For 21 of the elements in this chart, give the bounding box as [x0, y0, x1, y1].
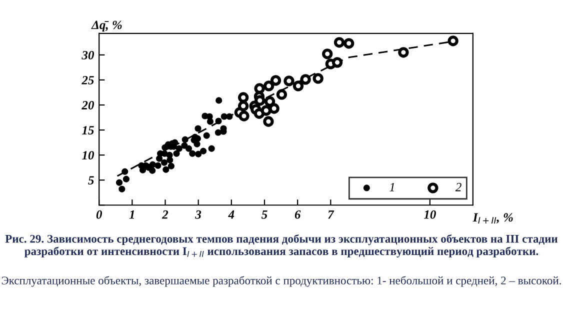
x-tick-label: 7	[328, 210, 334, 219]
x-tick-label: 6	[294, 210, 301, 219]
y-tick-label: 10	[82, 151, 94, 160]
y-tick-label: 25	[82, 76, 94, 84]
y-axis-title: Δq̄, %	[91, 20, 122, 32]
y-tick-label: 5	[88, 176, 94, 185]
y-tick-label: 30	[82, 50, 94, 60]
x-tick-label: 10	[424, 210, 436, 219]
x-tick-label: 2	[162, 210, 168, 219]
text: Эксплуатационные объекты, завершаемые разработкой с продуктивностью: 1- небольшой и средней, 2 – высокой.	[2, 276, 561, 287]
text: Рис. 29. Зависимость среднегодовых темпов падения добычи из эксплуатационных объектов на III стадии разработки от интенсивности I$_{I+II}$ использования запасов в предшествующий период разработки.	[5, 234, 558, 258]
x-tick-label: 5	[262, 210, 268, 219]
legend-label: 1	[390, 182, 394, 192]
x-tick-label: 4	[228, 210, 234, 219]
y-tick-label: 15	[82, 126, 94, 134]
x-tick-label: 1	[129, 210, 134, 219]
x-axis-title: I$_{I+II}$, %	[472, 213, 513, 224]
legend-label: 2	[455, 182, 462, 192]
x-tick-label: 0	[96, 210, 102, 219]
x-tick-label: 3	[195, 210, 202, 219]
y-tick-label: 20	[82, 101, 94, 110]
